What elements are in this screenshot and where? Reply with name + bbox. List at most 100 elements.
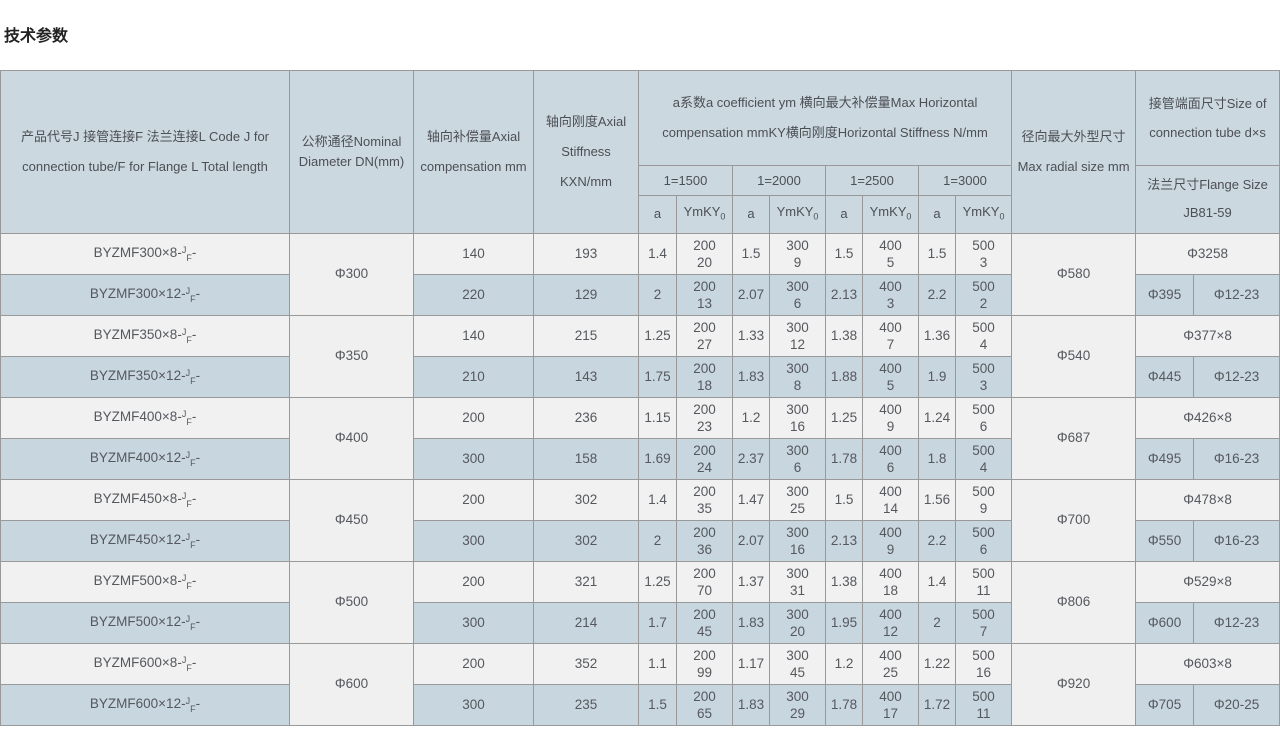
ym-ky0-value-cell: 400 18 — [862, 560, 919, 603]
axial-stiffness-cell: 235 — [533, 683, 639, 726]
length-column-header-2: 1=2000 — [732, 165, 826, 196]
table-row: BYZMF400×12-JF- 300 158 1.69 200 24 2.37 300 6 1.… — [0, 437, 1280, 480]
code-subscript: F — [186, 416, 192, 427]
code-superscript: J — [185, 367, 191, 378]
axial-stiffness-cell: 214 — [533, 601, 639, 644]
code-superscript: J — [181, 326, 187, 337]
ym-ky0-value-cell: 500 4 — [954, 314, 1013, 357]
tube-size-cell: Φ3258 — [1135, 232, 1280, 275]
axial-stiffness-cell: 302 — [533, 519, 639, 562]
axial-stiffness-column-header: 轴向刚度Axial Stiffness KXN/mm — [533, 70, 639, 234]
ym-ky0-value-cell: 400 9 — [862, 519, 919, 562]
ym-ky0-value-cell: 400 5 — [862, 232, 919, 275]
axial-stiffness-cell: 302 — [533, 478, 639, 521]
tube-size-cell: Φ426×8 — [1135, 396, 1280, 439]
a-value-cell: 2.2 — [918, 519, 956, 562]
flange-bolt-cell: Φ20-25 — [1193, 683, 1280, 726]
ym-ky0-value-cell: 200 99 — [676, 642, 733, 685]
flange-bolt-cell: Φ12-23 — [1193, 355, 1280, 398]
ym-ky0-value-cell: 200 45 — [676, 601, 733, 644]
a-value-cell: 1.7 — [638, 601, 677, 644]
axial-compensation-cell: 200 — [413, 560, 534, 603]
ym-ky0-value-cell: 200 20 — [676, 232, 733, 275]
code-subscript: F — [186, 252, 192, 263]
product-code-cell: BYZMF500×8-JF- — [0, 560, 290, 603]
code-subscript: F — [190, 375, 196, 386]
product-column-header: 产品代号J 接管连接F 法兰连接L Code J for connection … — [0, 70, 290, 234]
ym-ky0-value-cell: 200 36 — [676, 519, 733, 562]
tube-size-cell: Φ377×8 — [1135, 314, 1280, 357]
axial-compensation-cell: 300 — [413, 683, 534, 726]
a-value-cell: 2 — [638, 273, 677, 316]
ymky0-subheader-4: YmKY0 — [954, 195, 1013, 234]
tube-size-cell: Φ529×8 — [1135, 560, 1280, 603]
axial-stiffness-cell: 143 — [533, 355, 639, 398]
code-subscript: F — [186, 334, 192, 345]
length-column-header-4: 1=3000 — [917, 165, 1013, 196]
a-value-cell: 1.38 — [825, 560, 863, 603]
flange-od-cell: Φ550 — [1135, 519, 1195, 562]
ym-ky0-value-cell: 300 6 — [769, 273, 826, 316]
header-row-3: a YmKY0 a YmKY0 a YmKY0 a YmKY0 — [1, 195, 1280, 234]
a-value-cell: 1.38 — [825, 314, 863, 357]
ym-ky0-value-cell: 400 5 — [862, 355, 919, 398]
ym-ky0-value-cell: 400 25 — [862, 642, 919, 685]
axial-compensation-cell: 200 — [413, 478, 534, 521]
ym-ky0-value-cell: 500 3 — [954, 355, 1013, 398]
ym-ky0-value-cell: 500 9 — [954, 478, 1013, 521]
ym-ky0-value-cell: 500 7 — [954, 601, 1013, 644]
code-superscript: J — [185, 449, 191, 460]
ym-ky0-value-cell: 300 16 — [769, 519, 826, 562]
code-subscript: F — [190, 539, 196, 550]
a-value-cell: 1.83 — [732, 683, 770, 726]
tube-size-column-header: 接管端面尺寸Size of connection tube d×s — [1135, 70, 1280, 166]
ym-ky0-value-cell: 400 14 — [862, 478, 919, 521]
a-value-cell: 1.95 — [825, 601, 863, 644]
a-value-cell: 1.25 — [638, 560, 677, 603]
table-row: BYZMF500×12-JF- 300 214 1.7 200 45 1.83 300 20 1.… — [0, 601, 1280, 644]
flange-od-cell: Φ705 — [1135, 683, 1195, 726]
flange-size-column-header: 法兰尺寸Flange Size JB81-59 — [1135, 165, 1280, 234]
product-code-cell: BYZMF300×8-JF- — [0, 232, 290, 275]
ym-ky0-value-cell: 200 23 — [676, 396, 733, 439]
a-value-cell: 1.69 — [638, 437, 677, 480]
radial-size-cell: Φ806 — [1011, 560, 1137, 644]
ym-ky0-value-cell: 500 4 — [954, 437, 1013, 480]
a-value-cell: 1.75 — [638, 355, 677, 398]
code-subscript: F — [186, 580, 192, 591]
code-superscript: J — [181, 244, 187, 255]
code-superscript: J — [181, 490, 187, 501]
ym-ky0-value-cell: 300 6 — [769, 437, 826, 480]
a-value-cell: 1.4 — [918, 560, 956, 603]
product-code-cell: BYZMF450×12-JF- — [0, 519, 290, 562]
a-value-cell: 1.36 — [918, 314, 956, 357]
tube-size-cell: Φ603×8 — [1135, 642, 1280, 685]
table-row: BYZMF600×8-JF- Φ600 200 352 1.1 200 99 1.17 300 4… — [0, 642, 1280, 726]
a-value-cell: 1.25 — [825, 396, 863, 439]
axial-compensation-cell: 220 — [413, 273, 534, 316]
a-value-cell: 1.37 — [732, 560, 770, 603]
table-row: BYZMF450×8-JF- Φ450 200 302 1.4 200 35 1.47 300 2… — [0, 478, 1280, 562]
page-title: 技术参数 — [4, 28, 69, 45]
axial-compensation-cell: 300 — [413, 601, 534, 644]
table-row: BYZMF300×8-JF- Φ300 140 193 1.4 200 20 1.5 300 9 1… — [0, 232, 1280, 316]
a-subheader-2: a — [732, 195, 770, 234]
a-value-cell: 1.72 — [918, 683, 956, 726]
flange-od-cell: Φ495 — [1135, 437, 1195, 480]
length-column-header-1: 1=1500 — [638, 165, 733, 196]
a-value-cell: 2.37 — [732, 437, 770, 480]
ym-ky0-value-cell: 300 20 — [769, 601, 826, 644]
a-value-cell: 2.2 — [918, 273, 956, 316]
axial-compensation-cell: 300 — [413, 437, 534, 480]
ym-ky0-value-cell: 500 11 — [954, 683, 1013, 726]
table-row: BYZMF450×12-JF- 300 302 2 200 36 2.07 300 16 2.13… — [0, 519, 1280, 562]
product-code-cell: BYZMF400×8-JF- — [0, 396, 290, 439]
a-value-cell: 1.22 — [918, 642, 956, 685]
ymky0-subheader-1: YmKY0 — [676, 195, 733, 234]
flange-od-cell: Φ600 — [1135, 601, 1195, 644]
ym-ky0-value-cell: 400 9 — [862, 396, 919, 439]
ym-ky0-value-cell: 400 17 — [862, 683, 919, 726]
a-value-cell: 1.5 — [732, 232, 770, 275]
dn-cell: Φ300 — [289, 232, 414, 316]
flange-od-cell: Φ445 — [1135, 355, 1195, 398]
